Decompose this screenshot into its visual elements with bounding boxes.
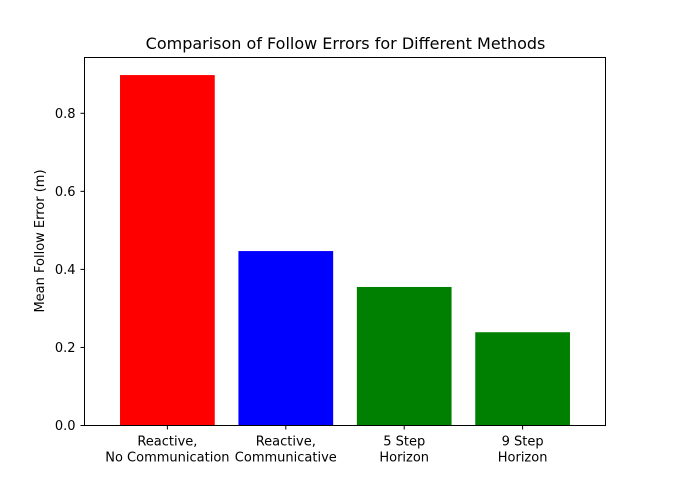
x-tick-label-line: Horizon xyxy=(498,451,548,466)
bar-1 xyxy=(238,251,334,426)
bar-3 xyxy=(475,332,570,426)
x-tick-label-line: No Communication xyxy=(105,451,229,466)
x-tick-label: 5 Step Horizon xyxy=(379,435,429,466)
bar-2 xyxy=(356,286,452,426)
x-tick-label-line: 9 Step xyxy=(502,435,544,450)
y-tick-label: 0.6 xyxy=(55,185,76,200)
x-tick-label: 9 Step Horizon xyxy=(498,435,548,466)
x-tick-label-line: Communicative xyxy=(235,451,337,466)
chart-title: Comparison of Follow Errors for Differen… xyxy=(146,34,546,53)
bar-0 xyxy=(120,75,215,426)
x-tick-label-line: Reactive, xyxy=(137,435,197,450)
x-tick-label: Reactive, Communicative xyxy=(235,435,337,466)
y-tick-label: 0.2 xyxy=(55,341,76,356)
x-tick-label: Reactive, No Communication xyxy=(105,435,229,466)
y-tick-label: 0.4 xyxy=(55,263,76,278)
x-tick-label-line: Reactive, xyxy=(256,435,316,450)
x-tick-label-line: 5 Step xyxy=(383,435,425,450)
plot-frame xyxy=(84,57,606,426)
y-axis: 0.0 0.2 0.4 0.6 0.8 xyxy=(55,107,85,434)
x-tick-label-line: Horizon xyxy=(379,451,429,466)
bars-group xyxy=(120,75,570,426)
y-tick-label: 0.8 xyxy=(55,107,76,122)
y-axis-label: Mean Follow Error (m) xyxy=(33,169,48,312)
y-tick-label: 0.0 xyxy=(55,419,76,434)
